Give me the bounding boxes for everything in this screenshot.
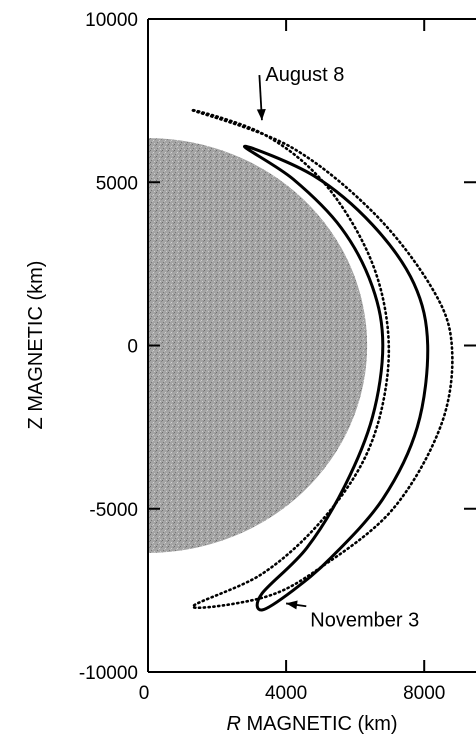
series-group: [191, 108, 454, 612]
x-axis-label: R MAGNETIC (km): [226, 713, 397, 735]
november-3-arrow-head: [286, 600, 298, 610]
august-8-orbit-line: [191, 108, 454, 610]
august-8-label: August 8: [265, 64, 344, 86]
y-axis-label: Z MAGNETIC (km): [25, 261, 47, 430]
november-3-orbit-line: [243, 144, 430, 612]
y-tick-label: -10000: [79, 663, 138, 684]
y-tick-label: -5000: [89, 500, 138, 521]
x-tick-label: 8000: [403, 683, 445, 704]
august-8-arrow-head: [256, 108, 266, 121]
x-axis-ticks: 0 4000 8000: [139, 19, 445, 704]
annotations: August 8 November 3: [256, 64, 419, 631]
plot-area: [148, 108, 454, 612]
november-3-label: November 3: [310, 609, 419, 631]
y-tick-label: 5000: [96, 173, 138, 194]
x-tick-label: 4000: [265, 683, 307, 704]
y-tick-label: 10000: [85, 10, 138, 31]
x-axis-label-prefix: R: [226, 713, 240, 735]
x-tick-label: 0: [139, 683, 150, 704]
y-tick-label: 0: [127, 337, 138, 358]
y-axis-ticks: 10000 5000 0 -5000 -10000: [79, 10, 476, 684]
x-axis-label-text: MAGNETIC (km): [241, 713, 398, 735]
planet-half-disk: [148, 138, 368, 553]
